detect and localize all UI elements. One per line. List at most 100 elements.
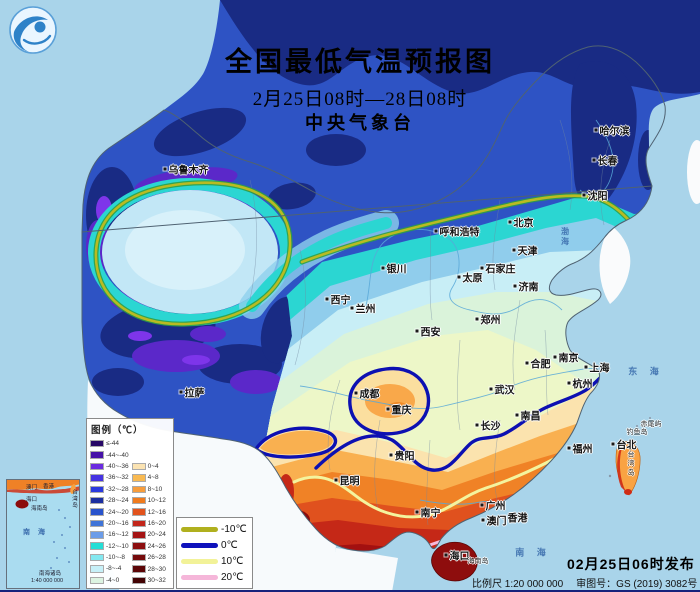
legend-row: 8~10 — [131, 484, 166, 495]
legend-range-label: -20~-16 — [106, 519, 129, 527]
city-label: 海口 — [444, 548, 470, 563]
legend-swatch — [131, 508, 146, 516]
city-name: 长沙 — [480, 421, 501, 433]
city-name: 南宁 — [420, 508, 441, 520]
city-name: 济南 — [518, 282, 539, 294]
legend-swatch — [90, 485, 104, 493]
small-islands — [608, 417, 651, 478]
city-dot — [389, 453, 393, 457]
legend-swatch — [131, 553, 146, 562]
legend-warm-column: 0~4 4~8 8~10 10~12 12~16 16~20 20~24 24~26 26~28… — [131, 461, 166, 586]
legend-range-label: -8~-4 — [106, 565, 122, 573]
city-name: 长春 — [597, 156, 618, 168]
legend-row: 10~12 — [131, 495, 166, 506]
legend-range-label: 20~24 — [147, 531, 166, 539]
legend-row: -44~-40 — [90, 449, 129, 460]
legend-range-label: 0~4 — [147, 462, 159, 470]
city-dot — [582, 193, 586, 197]
inset-label-islands-title: 南海诸岛 — [39, 571, 62, 577]
city-label: 兰州 — [350, 301, 376, 316]
legend-row: -12~-10 — [90, 541, 129, 552]
legend-row: -32~-28 — [90, 484, 129, 495]
legend-row: 28~30 — [131, 563, 166, 574]
legend-swatch — [131, 485, 146, 494]
inset-label-hainan: 海南岛 — [31, 506, 48, 512]
inset-label-sea: 南 海 — [23, 529, 48, 536]
city-dot — [594, 128, 598, 132]
city-name: 杭州 — [572, 379, 593, 391]
legend-range-label: -12~-10 — [106, 542, 129, 550]
inset-label-haikou: 海口 — [26, 497, 38, 503]
city-label: 北京 — [508, 215, 534, 230]
city-dot — [567, 446, 571, 450]
legend-swatch — [131, 531, 146, 539]
legend-row: 20~24 — [131, 529, 166, 540]
city-name: 福州 — [572, 444, 593, 456]
sea-name-label: 东 海 — [628, 366, 664, 377]
legend-swatch — [90, 451, 104, 459]
contour-minus10 — [93, 180, 639, 327]
legend-range-label: 8~10 — [147, 485, 163, 493]
city-dot — [334, 478, 338, 482]
legend-row: -4~0 — [90, 575, 129, 586]
contour-line-label: 20℃ — [221, 571, 244, 583]
city-name: 台北 — [616, 440, 637, 452]
map-approval-number: 审图号：GS (2019) 3082号 — [576, 579, 698, 590]
island-label: 钓鱼岛 — [626, 429, 648, 436]
city-dot — [481, 518, 485, 522]
city-label: 沈阳 — [582, 188, 608, 203]
city-label: 石家庄 — [480, 261, 516, 276]
city-name: 贵阳 — [394, 451, 415, 463]
city-name: 沈阳 — [587, 191, 608, 203]
city-name: 郑州 — [480, 315, 501, 327]
city-name: 银川 — [386, 264, 407, 276]
city-name: 广州 — [485, 501, 506, 513]
island-label: 台湾岛 — [627, 450, 634, 478]
legend-row: ≤-44 — [90, 438, 129, 449]
city-name: 乌鲁木齐 — [168, 165, 209, 177]
legend-swatch — [131, 474, 146, 482]
city-dot — [415, 329, 419, 333]
sea-name-label: 南 海 — [515, 547, 551, 558]
city-label: 拉萨 — [179, 385, 205, 400]
sea-name-label: 渤海 — [560, 227, 570, 247]
legend-swatch — [131, 565, 146, 573]
legend-row: 0~4 — [131, 461, 166, 472]
legend-row: 4~8 — [131, 472, 166, 483]
city-dot — [508, 220, 512, 224]
forecast-period: 2月25日08时—28日08时 — [252, 89, 468, 110]
contour-line-label: 10℃ — [221, 555, 244, 567]
city-dot — [489, 387, 493, 391]
national-border — [81, 45, 666, 552]
contour-legend-row: 20℃ — [181, 572, 248, 583]
contour-legend-row: -10℃ — [181, 524, 248, 535]
legend-row: -10~-8 — [90, 552, 129, 563]
city-dot — [584, 365, 588, 369]
city-dot — [515, 413, 519, 417]
contour-legend-row: 10℃ — [181, 556, 248, 567]
city-name: 重庆 — [391, 405, 412, 417]
city-label: 济南 — [513, 279, 539, 294]
city-label: 上海 — [584, 360, 610, 375]
city-name: 哈尔滨 — [599, 126, 630, 138]
city-name: 呼和浩特 — [439, 227, 480, 239]
city-dot — [480, 503, 484, 507]
inset-label-taiwan: 台湾岛 — [71, 489, 77, 509]
city-dot — [567, 381, 571, 385]
legend-swatch — [90, 439, 104, 448]
city-label: 南宁 — [415, 505, 441, 520]
city-dot — [480, 266, 484, 270]
contour-zero — [253, 366, 602, 472]
city-label: 昆明 — [334, 473, 360, 488]
city-dot — [350, 306, 354, 310]
legend-swatch — [90, 542, 104, 550]
legend-range-label: -32~-28 — [106, 485, 129, 493]
city-label: 郑州 — [475, 312, 501, 327]
city-dot — [386, 407, 390, 411]
legend-swatch — [131, 519, 146, 528]
legend-row: 24~26 — [131, 541, 166, 552]
taiwan-island — [615, 441, 641, 496]
legend-row: -28~-24 — [90, 495, 129, 506]
legend-row: -16~-12 — [90, 529, 129, 540]
